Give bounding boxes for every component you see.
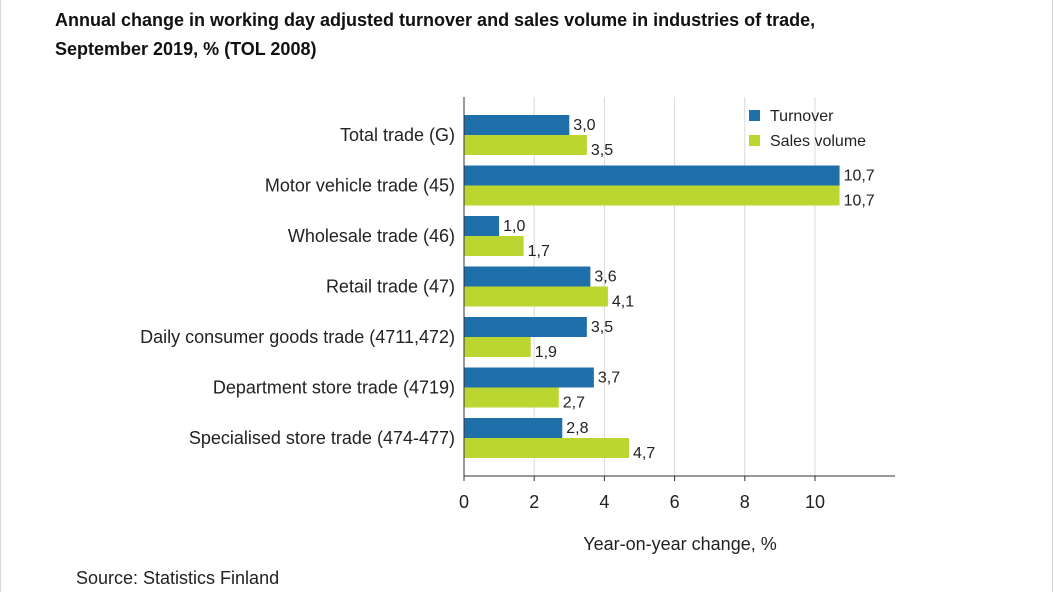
turnover-value-label: 10,7	[844, 168, 875, 185]
chart-title: Annual change in working day adjusted tu…	[55, 6, 1015, 64]
turnover-bar	[464, 367, 594, 388]
chart-title-line-2: September 2019, % (TOL 2008)	[55, 39, 317, 59]
category-label: Retail trade (47)	[326, 277, 455, 297]
sales-volume-bar	[464, 387, 559, 408]
x-tick-label: 10	[805, 492, 825, 512]
category-label: Specialised store trade (474-477)	[189, 428, 455, 448]
sales-volume-bar	[464, 337, 531, 357]
legend-swatch-turnover	[749, 110, 760, 121]
sales-volume-value-label: 3,5	[591, 142, 613, 159]
sales-volume-bar	[464, 135, 587, 155]
turnover-value-label: 3,7	[598, 370, 620, 387]
turnover-bar	[464, 216, 500, 236]
legend-label-turnover: Turnover	[770, 108, 834, 125]
sales-volume-bar	[464, 185, 840, 206]
turnover-bar	[464, 266, 591, 287]
sales-volume-value-label: 4,1	[612, 294, 634, 311]
turnover-bar	[464, 317, 587, 337]
turnover-bar	[464, 418, 563, 438]
sales-volume-value-label: 1,7	[528, 243, 550, 260]
sales-volume-value-label: 10,7	[844, 193, 875, 210]
sales-volume-value-label: 4,7	[633, 445, 655, 462]
x-axis-title: Year-on-year change, %	[583, 534, 776, 554]
sales-volume-bar	[464, 286, 608, 307]
turnover-value-label: 3,0	[573, 117, 595, 134]
sales-volume-bar	[464, 236, 524, 256]
category-label: Wholesale trade (46)	[288, 226, 455, 246]
x-axis: 0 2 4 6 8 10 Year-on-year change, %	[459, 97, 895, 554]
bars: 3,0 3,5 10,7 10,7 1,01,7 3,6 4,1 3,5 1,9 3,7 2,7 2,…	[464, 115, 875, 462]
page-border-left	[0, 0, 1, 592]
turnover-value-label: 3,6	[594, 269, 616, 286]
chart-title-line-1: Annual change in working day adjusted tu…	[55, 10, 816, 30]
category-label: Total trade (G)	[340, 125, 455, 145]
category-labels: Total trade (G) Motor vehicle trade (45) W…	[140, 125, 455, 448]
turnover-value-label: 3,5	[591, 319, 613, 336]
turnover-value-label: 1,0	[503, 218, 525, 235]
sales-volume-value-label: 2,7	[563, 395, 585, 412]
turnover-value-label: 2,8	[566, 420, 588, 437]
source-note: Source: Statistics Finland	[76, 568, 280, 588]
legend: Turnover Sales volume	[749, 108, 866, 150]
sales-volume-bar	[464, 438, 629, 458]
x-tick-label: 8	[740, 492, 750, 512]
sales-volume-value-label: 1,9	[535, 344, 557, 361]
turnover-bar	[464, 165, 840, 186]
x-tick-label: 4	[599, 492, 609, 512]
category-label: Department store trade (4719)	[213, 378, 455, 398]
category-label: Motor vehicle trade (45)	[265, 176, 455, 196]
legend-swatch-sales-volume	[749, 135, 760, 146]
x-tick-label: 0	[459, 492, 469, 512]
turnover-bar	[464, 115, 570, 135]
x-tick-label: 2	[529, 492, 539, 512]
category-label: Daily consumer goods trade (4711,472)	[140, 327, 455, 347]
x-tick-label: 6	[670, 492, 680, 512]
legend-label-sales-volume: Sales volume	[770, 133, 866, 150]
